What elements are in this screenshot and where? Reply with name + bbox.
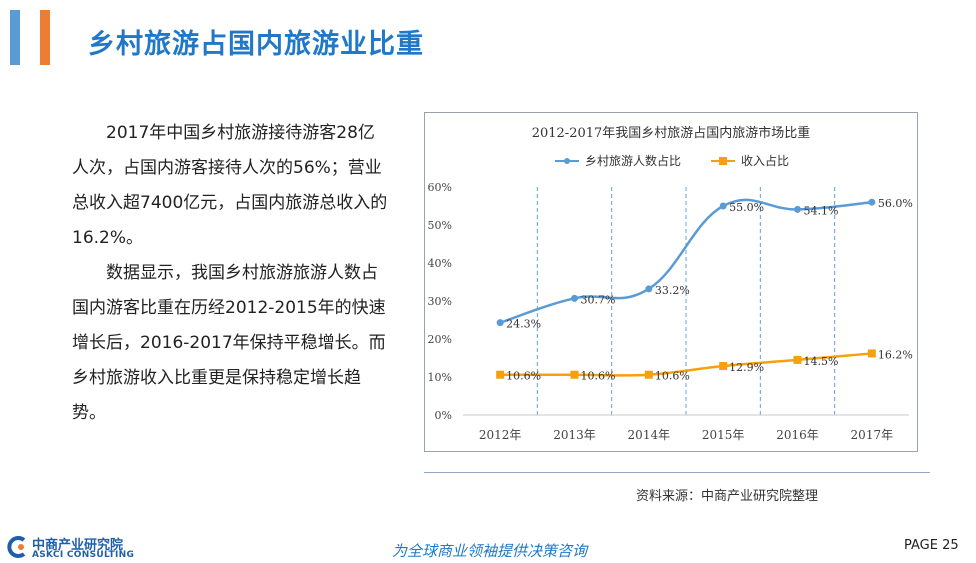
y-tick-label: 60%	[428, 181, 452, 194]
data-point	[645, 285, 653, 293]
data-point	[496, 370, 505, 379]
legend-marker	[564, 158, 570, 164]
x-tick-label: 2014年	[628, 428, 671, 442]
data-point	[867, 349, 876, 358]
x-tick-label: 2013年	[553, 428, 596, 442]
data-label: 10.6%	[581, 370, 616, 383]
series-line-revenue	[500, 352, 872, 377]
data-point	[496, 319, 504, 327]
data-point	[793, 355, 802, 364]
logo-text-cn: 中商产业研究院	[32, 538, 124, 553]
data-point	[570, 370, 579, 379]
data-label: 30.7%	[581, 293, 616, 306]
data-point	[719, 361, 728, 370]
logo-icon	[7, 536, 26, 558]
slogan: 为全球商业领袖提供决策咨询	[392, 542, 588, 560]
page-number: PAGE 25	[904, 538, 959, 553]
paragraph-1: 2017年中国乡村旅游接待游客28亿人次，占国内游客接待人次的56%；营业总收入…	[72, 123, 388, 248]
y-tick-label: 20%	[428, 333, 452, 346]
data-label: 33.2%	[655, 284, 690, 297]
y-tick-label: 40%	[428, 257, 452, 270]
x-tick-label: 2015年	[702, 428, 745, 442]
accent-bar-blue	[10, 10, 20, 65]
divider	[424, 472, 930, 473]
chart: 2012-2017年我国乡村旅游占国内旅游市场比重乡村旅游人数占比 收入占比 0% 1…	[424, 112, 918, 452]
data-point	[644, 370, 653, 379]
page-title: 乡村旅游占国内旅游业比重	[88, 29, 424, 60]
legend-marker	[719, 157, 727, 165]
body-text: 2017年中国乡村旅游接待游客28亿人次，占国内游客接待人次的56%；营业总收入…	[72, 116, 390, 431]
data-label: 16.2%	[878, 348, 913, 361]
y-tick-label: 10%	[428, 371, 452, 384]
y-tick-label: 50%	[428, 219, 452, 232]
x-tick-label: 2016年	[776, 428, 819, 442]
data-point	[719, 202, 727, 210]
y-tick-label: 0%	[435, 409, 452, 422]
data-label: 54.1%	[804, 204, 839, 217]
data-label: 12.9%	[729, 361, 764, 374]
data-label: 24.3%	[506, 318, 541, 331]
data-point	[868, 198, 876, 206]
source-note: 资料来源：中商产业研究院整理	[636, 489, 819, 504]
data-point	[571, 294, 578, 302]
logo-text-en: ASKCI CONSULTING	[32, 550, 135, 560]
data-label: 10.6%	[506, 370, 541, 383]
legend-label: 乡村旅游人数占比	[585, 153, 681, 168]
legend-label: 收入占比	[741, 153, 789, 168]
data-label: 10.6%	[655, 370, 690, 383]
x-tick-label: 2017年	[851, 428, 894, 442]
data-label: 14.5%	[804, 355, 839, 368]
x-tick-label: 2012年	[479, 428, 522, 442]
chart-title: 2012-2017年我国乡村旅游占国内旅游市场比重	[532, 125, 811, 141]
data-label: 56.0%	[878, 197, 913, 210]
data-label: 55.0%	[729, 201, 764, 214]
accent-bar-orange	[40, 10, 50, 65]
data-point	[794, 205, 801, 213]
paragraph-2: 数据显示，我国乡村旅游旅游人数占国内游客比重在历经2012-2015年的快速增长…	[72, 263, 386, 423]
y-tick-label: 30%	[428, 295, 452, 308]
